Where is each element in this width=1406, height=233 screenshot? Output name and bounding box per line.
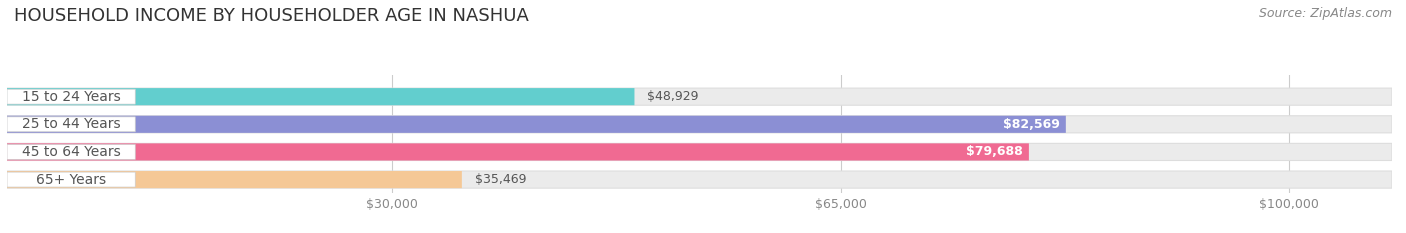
FancyBboxPatch shape [7,116,1392,133]
Text: 15 to 24 Years: 15 to 24 Years [21,90,121,104]
FancyBboxPatch shape [7,143,1029,161]
FancyBboxPatch shape [7,143,1392,161]
Text: HOUSEHOLD INCOME BY HOUSEHOLDER AGE IN NASHUA: HOUSEHOLD INCOME BY HOUSEHOLDER AGE IN N… [14,7,529,25]
Text: 45 to 64 Years: 45 to 64 Years [21,145,121,159]
FancyBboxPatch shape [7,117,135,132]
Text: $48,929: $48,929 [647,90,699,103]
FancyBboxPatch shape [7,171,1392,188]
FancyBboxPatch shape [7,88,1392,105]
FancyBboxPatch shape [7,172,135,187]
Text: $82,569: $82,569 [1002,118,1059,131]
FancyBboxPatch shape [7,89,135,104]
Text: 65+ Years: 65+ Years [37,173,107,187]
Text: Source: ZipAtlas.com: Source: ZipAtlas.com [1258,7,1392,20]
FancyBboxPatch shape [7,116,1066,133]
Text: $35,469: $35,469 [475,173,526,186]
FancyBboxPatch shape [7,144,135,159]
FancyBboxPatch shape [7,171,461,188]
Text: $79,688: $79,688 [966,145,1022,158]
FancyBboxPatch shape [7,88,634,105]
Text: 25 to 44 Years: 25 to 44 Years [22,117,121,131]
